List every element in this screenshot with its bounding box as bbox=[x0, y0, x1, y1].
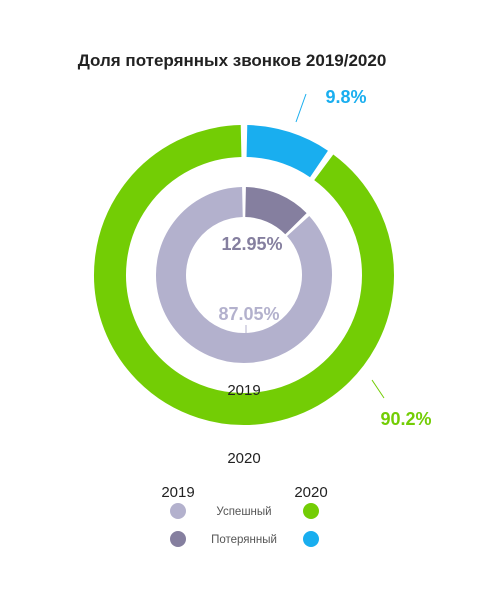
connector-2020-lost bbox=[295, 93, 307, 123]
legend-header-2019: 2019 bbox=[161, 484, 194, 501]
label-2019-lost: 12.95% bbox=[221, 234, 282, 254]
slice-2019-successful bbox=[156, 187, 332, 363]
label-2020-successful: 90.2% bbox=[380, 409, 431, 429]
legend: 2019 2020 Успешный Потерянный bbox=[161, 484, 328, 547]
legend-swatch-2019-lost bbox=[170, 531, 186, 547]
inner-ring-2019 bbox=[156, 187, 332, 363]
legend-label-successful: Успешный bbox=[216, 506, 271, 518]
legend-swatch-2020-successful bbox=[303, 503, 319, 519]
outer-ring-2020 bbox=[94, 125, 394, 425]
legend-label-lost: Потерянный bbox=[211, 534, 277, 546]
label-2019-successful: 87.05% bbox=[218, 304, 279, 324]
slice-2020-successful bbox=[94, 125, 394, 425]
chart-title: Доля потерянных звонков 2019/2020 bbox=[78, 51, 387, 70]
legend-header-2020: 2020 bbox=[294, 484, 327, 501]
ring-label-2020: 2020 bbox=[227, 450, 260, 467]
label-2020-lost: 9.8% bbox=[325, 87, 366, 107]
legend-swatch-2020-lost bbox=[303, 531, 319, 547]
connector-2020-successful bbox=[371, 379, 385, 399]
ring-label-2019: 2019 bbox=[227, 382, 260, 399]
slice-2020-lost bbox=[246, 125, 328, 178]
slice-2019-lost bbox=[244, 187, 307, 235]
legend-swatch-2019-successful bbox=[170, 503, 186, 519]
